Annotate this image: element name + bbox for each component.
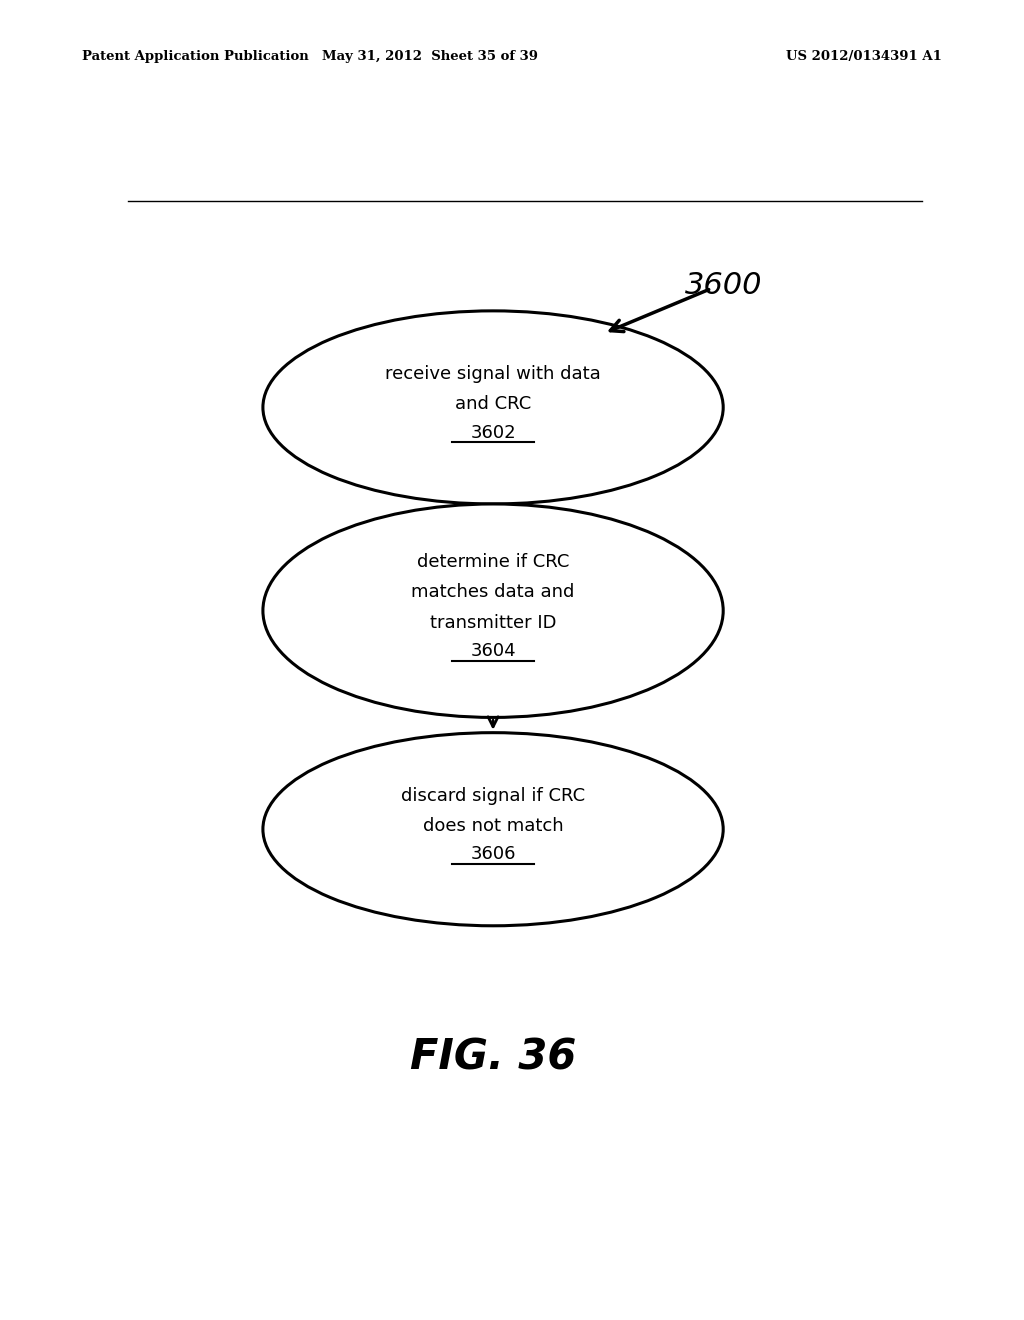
Text: and CRC: and CRC: [455, 396, 531, 413]
Text: transmitter ID: transmitter ID: [430, 614, 556, 632]
Text: 3604: 3604: [470, 643, 516, 660]
Text: 3602: 3602: [470, 424, 516, 442]
Text: Patent Application Publication: Patent Application Publication: [82, 50, 308, 63]
Text: determine if CRC: determine if CRC: [417, 553, 569, 572]
Text: receive signal with data: receive signal with data: [385, 364, 601, 383]
Text: 3600: 3600: [684, 271, 762, 300]
Text: US 2012/0134391 A1: US 2012/0134391 A1: [786, 50, 942, 63]
Text: discard signal if CRC: discard signal if CRC: [401, 787, 585, 805]
Text: FIG. 36: FIG. 36: [410, 1038, 577, 1078]
Ellipse shape: [263, 504, 723, 718]
Text: matches data and: matches data and: [412, 583, 574, 602]
Ellipse shape: [263, 733, 723, 925]
Text: 3606: 3606: [470, 846, 516, 863]
Ellipse shape: [263, 312, 723, 504]
Text: does not match: does not match: [423, 817, 563, 836]
Text: May 31, 2012  Sheet 35 of 39: May 31, 2012 Sheet 35 of 39: [323, 50, 538, 63]
